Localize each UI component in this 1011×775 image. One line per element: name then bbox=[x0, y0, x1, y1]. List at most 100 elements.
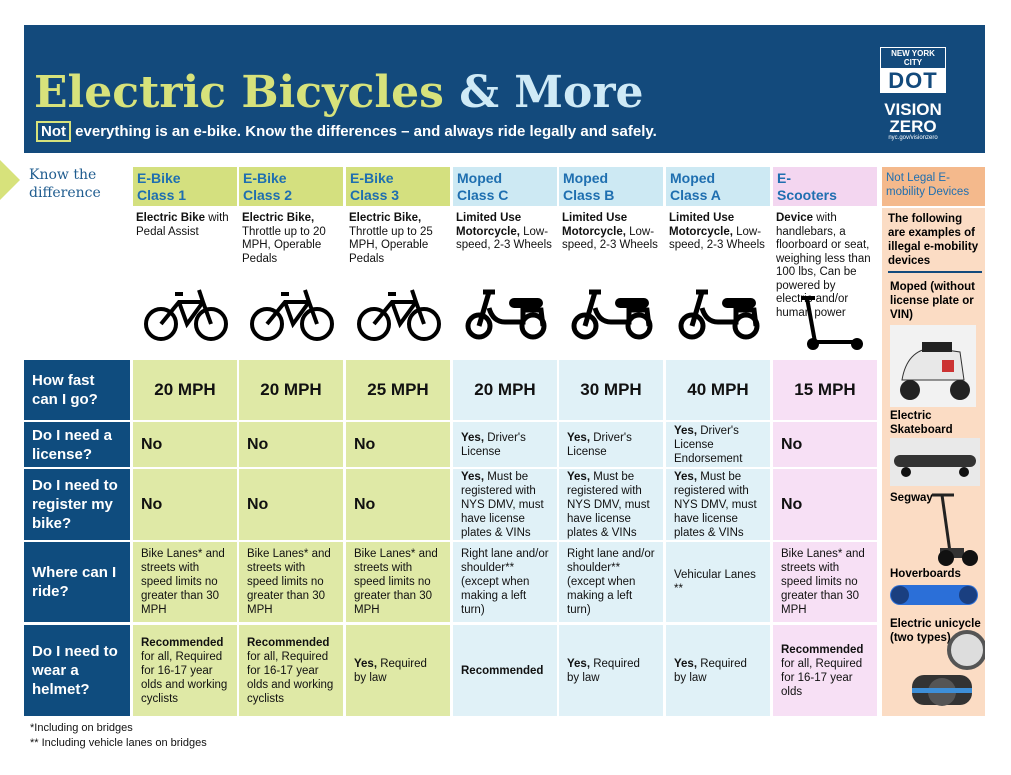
cell: 20 MPH bbox=[239, 360, 343, 420]
cell-bold: No bbox=[354, 495, 376, 513]
cell: No bbox=[133, 469, 237, 540]
cell: Yes, Driver's License bbox=[559, 422, 663, 467]
cell-bold: Yes, bbox=[674, 424, 698, 437]
subtitle-text: everything is an e-bike. Know the differ… bbox=[75, 123, 657, 140]
cell-bold: 30 MPH bbox=[580, 380, 642, 399]
cell-text: Right lane and/or shoulder** (except whe… bbox=[567, 548, 655, 616]
cell-content: No bbox=[141, 436, 162, 452]
cell-text: Must be registered with NYS DMV, must ha… bbox=[461, 470, 544, 539]
column-title: E-Bike Class 1 bbox=[133, 167, 237, 206]
cell-content: Right lane and/or shoulder** (except whe… bbox=[461, 547, 549, 617]
cell-bold: No bbox=[354, 435, 376, 453]
cell-content: Yes, Must be registered with NYS DMV, mu… bbox=[461, 470, 549, 540]
cell-content: Yes, Must be registered with NYS DMV, mu… bbox=[674, 470, 762, 540]
cell-bold: No bbox=[781, 495, 803, 513]
cell-content: Vehicular Lanes ** bbox=[674, 568, 762, 596]
illegal-item: Segway bbox=[890, 492, 933, 504]
logo-top: NEW YORK CITY bbox=[880, 47, 946, 69]
cell: No bbox=[239, 469, 343, 540]
illegal-item: Hoverboards bbox=[890, 568, 961, 580]
cell: Yes, Required by law bbox=[346, 625, 450, 716]
cell: Bike Lanes* and streets with speed limit… bbox=[133, 542, 237, 622]
vehicle-icon bbox=[567, 282, 657, 347]
segway-image bbox=[932, 493, 978, 566]
cell-content: Yes, Required by law bbox=[674, 657, 762, 685]
column-title-text: E-Scooters bbox=[777, 170, 837, 203]
cell-content: 30 MPH bbox=[580, 380, 642, 399]
cell-content: Right lane and/or shoulder** (except whe… bbox=[567, 547, 655, 617]
cell-content: 15 MPH bbox=[794, 380, 856, 399]
cell: No bbox=[773, 469, 877, 540]
cell-content: Bike Lanes* and streets with speed limit… bbox=[781, 547, 869, 617]
cell-bold: 15 MPH bbox=[794, 380, 856, 399]
cell-content: Recommended for all, Required for 16-17 … bbox=[247, 636, 335, 706]
cell: Recommended for all, Required for 16-17 … bbox=[239, 625, 343, 716]
column-title: E-Bike Class 2 bbox=[239, 167, 343, 206]
cell-text: Right lane and/or shoulder** (except whe… bbox=[461, 548, 549, 616]
description-bold: Limited Use Motorcycle, bbox=[456, 212, 522, 238]
zero: ZERO bbox=[889, 117, 937, 136]
illegal-item: Electric unicycle (two types) bbox=[890, 618, 981, 644]
cell-text: Required by law bbox=[354, 657, 427, 684]
row-label: Do I need to wear a helmet? bbox=[24, 625, 130, 716]
cell-bold: 20 MPH bbox=[260, 380, 322, 399]
hoverboard-image bbox=[890, 585, 978, 605]
cell-content: Yes, Required by law bbox=[567, 657, 655, 685]
cell: No bbox=[346, 422, 450, 467]
description-bold: Electric Bike, bbox=[242, 212, 315, 224]
cell-content: Bike Lanes* and streets with speed limit… bbox=[141, 547, 229, 617]
cell-content: Yes, Driver's License Endorsement bbox=[674, 424, 762, 466]
cell: Bike Lanes* and streets with speed limit… bbox=[773, 542, 877, 622]
cell: Yes, Must be registered with NYS DMV, mu… bbox=[453, 469, 557, 540]
cell: Yes, Driver's License bbox=[453, 422, 557, 467]
column-description: Electric Bike, Throttle up to 25 MPH, Op… bbox=[346, 208, 450, 288]
cell: Recommended for all, Required for 16-17 … bbox=[133, 625, 237, 716]
cell-content: Yes, Driver's License bbox=[567, 431, 655, 459]
cell: 20 MPH bbox=[453, 360, 557, 420]
logo-dot: DOT bbox=[880, 69, 946, 93]
cell: Right lane and/or shoulder** (except whe… bbox=[453, 542, 557, 622]
cell-text: Driver's License bbox=[567, 431, 632, 458]
footnotes: *Including on bridges ** Including vehic… bbox=[30, 721, 207, 751]
cell: No bbox=[346, 469, 450, 540]
cell-text: Required by law bbox=[567, 657, 640, 684]
cell-text: Must be registered with NYS DMV, must ha… bbox=[567, 470, 650, 539]
column-description: Electric Bike, Throttle up to 20 MPH, Op… bbox=[239, 208, 343, 288]
vehicle-icon bbox=[674, 282, 764, 347]
cell-bold: 25 MPH bbox=[367, 380, 429, 399]
cell: 30 MPH bbox=[559, 360, 663, 420]
logo: NEW YORK CITY DOT VISION ZERO nyc.gov/vi… bbox=[880, 47, 946, 141]
cell-bold: Yes, bbox=[567, 470, 591, 483]
cell-bold: No bbox=[247, 495, 269, 513]
title-part: Electric Bicycles bbox=[34, 67, 444, 118]
cell-text: for all, Required for 16-17 year olds an… bbox=[141, 650, 228, 705]
arrow bbox=[0, 160, 20, 200]
column-title-text: Moped Class B bbox=[563, 170, 615, 203]
cell: Yes, Driver's License Endorsement bbox=[666, 422, 770, 467]
cell: Recommended bbox=[453, 625, 557, 716]
cell-bold: Yes, bbox=[461, 470, 485, 483]
column-title-text: E-Bike Class 3 bbox=[350, 170, 400, 203]
cell-bold: Recommended bbox=[247, 636, 330, 649]
vehicle-icon bbox=[781, 292, 871, 357]
vehicle-icon bbox=[141, 282, 231, 347]
cell: Right lane and/or shoulder** (except whe… bbox=[559, 542, 663, 622]
column-description: Limited Use Motorcycle, Low-speed, 2-3 W… bbox=[453, 208, 557, 288]
cell-content: No bbox=[247, 436, 268, 452]
description-text: Low-speed, 2-3 Wheels bbox=[456, 225, 552, 252]
cell: 15 MPH bbox=[773, 360, 877, 420]
cell-bold: No bbox=[141, 495, 163, 513]
cell-bold: Recommended bbox=[461, 664, 544, 677]
cell-text: Driver's License Endorsement bbox=[674, 424, 743, 465]
cell-text: for all, Required for 16-17 year olds an… bbox=[247, 650, 334, 705]
column-title-text: Moped Class C bbox=[457, 170, 509, 203]
cell-text: Driver's License bbox=[461, 431, 526, 458]
vision: VISION bbox=[884, 100, 942, 119]
column-title: E-Scooters bbox=[773, 167, 877, 206]
column-description: Electric Bike with Pedal Assist bbox=[133, 208, 237, 288]
column-title-text: E-Bike Class 1 bbox=[137, 170, 187, 203]
title-part: & More bbox=[459, 67, 644, 118]
cell-content: 25 MPH bbox=[367, 380, 429, 399]
cell-text: for all, Required for 16-17 year olds bbox=[781, 657, 863, 698]
row-label: Do I need to register my bike? bbox=[24, 469, 130, 540]
